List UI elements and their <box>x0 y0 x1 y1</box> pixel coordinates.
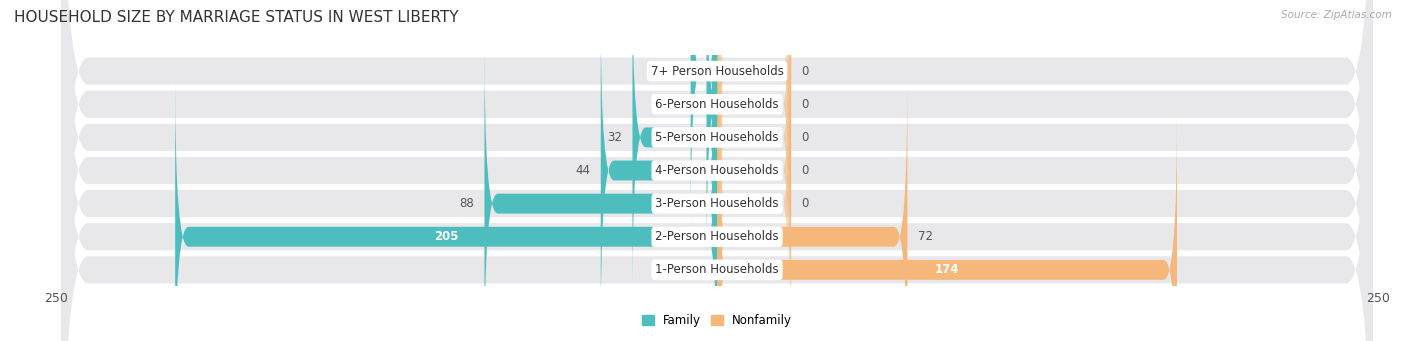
FancyBboxPatch shape <box>717 48 792 341</box>
Text: 10: 10 <box>665 65 681 78</box>
FancyBboxPatch shape <box>485 48 717 341</box>
Legend: Family, Nonfamily: Family, Nonfamily <box>637 309 797 331</box>
Text: 2-Person Households: 2-Person Households <box>655 230 779 243</box>
Text: 88: 88 <box>460 197 474 210</box>
Text: 72: 72 <box>918 230 934 243</box>
Text: 205: 205 <box>434 230 458 243</box>
FancyBboxPatch shape <box>62 0 1372 341</box>
FancyBboxPatch shape <box>717 114 1177 341</box>
Text: 174: 174 <box>935 263 959 276</box>
FancyBboxPatch shape <box>717 15 792 326</box>
Text: 32: 32 <box>607 131 621 144</box>
Text: 0: 0 <box>801 65 808 78</box>
FancyBboxPatch shape <box>704 0 720 260</box>
FancyBboxPatch shape <box>62 0 1372 341</box>
Text: 3-Person Households: 3-Person Households <box>655 197 779 210</box>
FancyBboxPatch shape <box>62 0 1372 341</box>
FancyBboxPatch shape <box>62 0 1372 341</box>
Text: 0: 0 <box>801 131 808 144</box>
FancyBboxPatch shape <box>176 81 717 341</box>
Text: 4-Person Households: 4-Person Households <box>655 164 779 177</box>
FancyBboxPatch shape <box>690 0 717 227</box>
FancyBboxPatch shape <box>62 0 1372 341</box>
Text: 0: 0 <box>801 197 808 210</box>
FancyBboxPatch shape <box>717 0 792 260</box>
FancyBboxPatch shape <box>717 81 907 341</box>
Text: HOUSEHOLD SIZE BY MARRIAGE STATUS IN WEST LIBERTY: HOUSEHOLD SIZE BY MARRIAGE STATUS IN WES… <box>14 10 458 25</box>
FancyBboxPatch shape <box>633 0 717 293</box>
Text: 6-Person Households: 6-Person Households <box>655 98 779 111</box>
Text: 7+ Person Households: 7+ Person Households <box>651 65 783 78</box>
Text: 0: 0 <box>801 98 808 111</box>
FancyBboxPatch shape <box>62 0 1372 341</box>
Text: 5-Person Households: 5-Person Households <box>655 131 779 144</box>
FancyBboxPatch shape <box>600 15 717 326</box>
Text: 4: 4 <box>689 98 696 111</box>
FancyBboxPatch shape <box>717 0 792 293</box>
FancyBboxPatch shape <box>717 0 792 227</box>
Text: 44: 44 <box>575 164 591 177</box>
Text: 1-Person Households: 1-Person Households <box>655 263 779 276</box>
Text: Source: ZipAtlas.com: Source: ZipAtlas.com <box>1281 10 1392 20</box>
FancyBboxPatch shape <box>62 0 1372 341</box>
Text: 0: 0 <box>801 164 808 177</box>
